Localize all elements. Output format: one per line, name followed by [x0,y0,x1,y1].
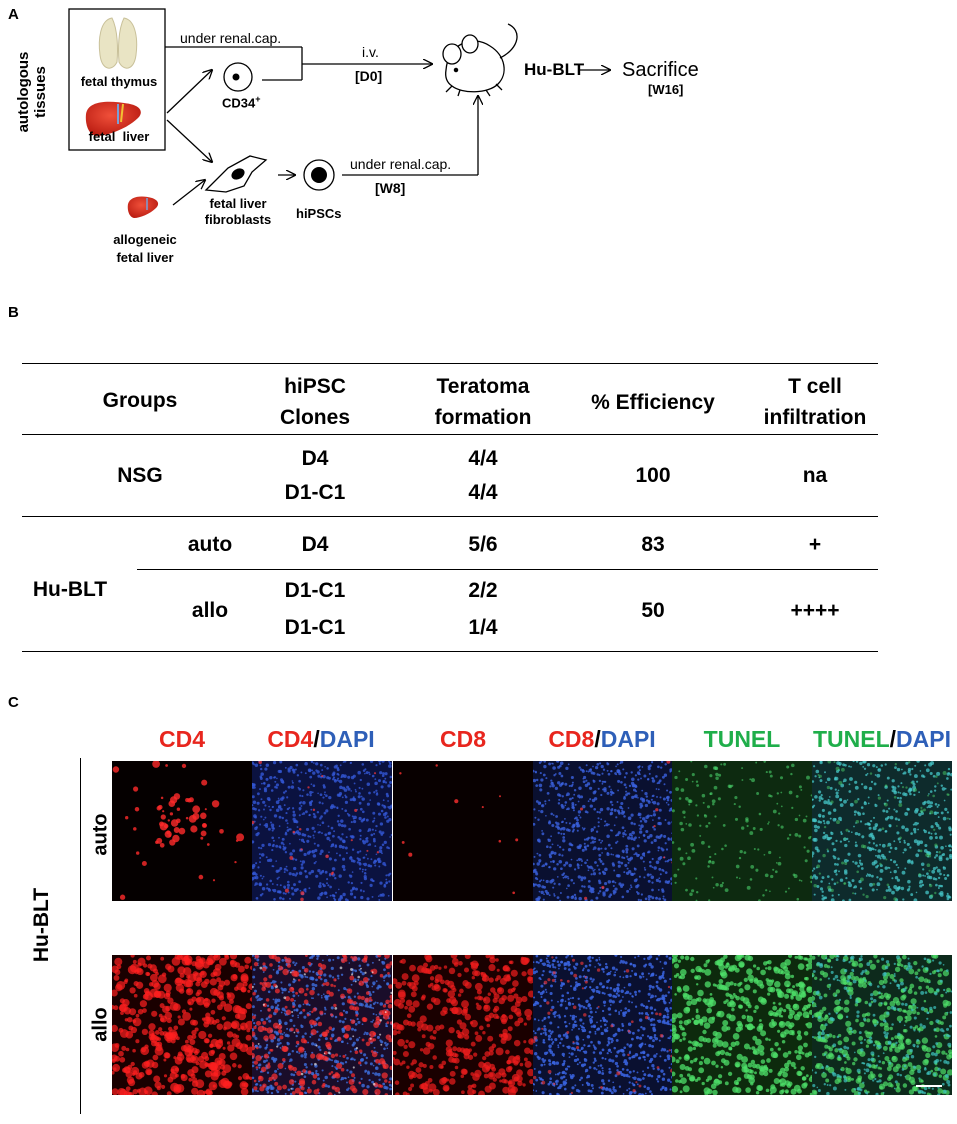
allo-label: allo [191,599,229,622]
hipscs-label: hiPSCs [296,206,342,221]
hu-blt-label: Hu-BLT [524,60,585,79]
thymus-icon [98,17,138,69]
header-groups: Groups [102,389,178,412]
table-top-rule [22,363,878,364]
micrograph-auto-tunel [672,761,812,901]
row-label-auto: auto [89,813,112,856]
col-header-tunel: TUNEL [703,726,781,752]
allogeneic-liver-icon [127,196,159,218]
auto-clone: D4 [301,533,329,556]
mouse-icon [442,23,518,97]
scale-bar [916,1085,942,1087]
nsg-clone-1: D4 [301,447,329,470]
auto-teratoma: 5/6 [468,533,498,556]
autologous-box [68,8,166,151]
micrograph-auto-tunel-dapi [812,761,952,901]
allo-clone-2: D1-C1 [284,616,346,639]
micrograph-auto-cd8 [393,761,533,901]
col-header-tunel-dapi: TUNEL/DAPI [812,726,951,752]
nsg-teratoma-1: 4/4 [468,447,498,470]
col-header-cd8: CD8 [439,726,486,752]
allo-clone-1: D1-C1 [284,579,346,602]
micrograph-auto-cd4-dapi [252,761,392,901]
header-teratoma-2: formation [434,406,532,429]
nsg-tcell: na [802,464,828,487]
allogeneic-label: allogeneic [113,232,177,247]
table-bottom-rule [22,651,878,652]
micrograph-allo-cd8-dapi [533,955,673,1095]
panel-letter-b: B [8,304,19,321]
fibroblasts-label-1: fetal liver [209,196,267,211]
table-sub-rule [137,569,878,570]
allogeneic-fetal-liver-label: fetal liver [116,250,174,265]
under-renal-cap-label-2: under renal.cap. [350,156,452,172]
header-teratoma-1: Teratoma [436,375,530,398]
header-tcell-1: T cell [788,375,842,398]
auto-efficiency: 83 [641,533,665,556]
auto-label: auto [187,533,233,556]
nsg-clone-2: D1-C1 [284,481,346,504]
fetal-liver-label: fetal liver [88,129,150,144]
autologous-tissues-label: autologous tissues [15,51,49,133]
micrograph-auto-cd4 [112,761,252,901]
micrograph-auto-cd8-dapi [533,761,673,901]
micrograph-allo-tunel-dapi [812,955,952,1095]
under-renal-cap-label-1: under renal.cap. [180,30,282,46]
nsg-group: NSG [117,464,163,487]
row-label-allo: allo [89,1007,112,1042]
liver-icon [85,101,141,136]
panel-letter-a: A [8,6,19,23]
auto-tcell: + [808,533,822,556]
fibroblasts-label-2: fibroblasts [204,212,272,227]
micrograph-allo-cd4 [112,955,252,1095]
allo-efficiency: 50 [641,599,665,622]
w8-label: [W8] [375,180,406,196]
table-mid-rule [22,516,878,517]
w16-label: [W16] [648,82,684,97]
iv-label: i.v. [362,44,379,60]
fibroblast-icon [204,155,268,193]
fetal-thymus-label: fetal thymus [80,74,158,89]
nsg-efficiency: 100 [635,464,671,487]
d0-label: [D0] [355,68,383,84]
micrograph-allo-cd4-dapi [252,955,392,1095]
header-clones-1: hiPSC [284,375,346,398]
micrograph-allo-cd8 [393,955,533,1095]
allo-tcell: ++++ [790,599,840,622]
row-group-bracket [80,758,81,1114]
header-efficiency: % Efficiency [591,391,715,414]
panel-letter-c: C [8,694,19,711]
allo-teratoma-2: 1/4 [468,616,498,639]
hublt-group: Hu-BLT [32,578,108,601]
col-header-cd8-dapi: CD8/DAPI [548,726,656,752]
micrograph-allo-tunel [672,955,812,1095]
cd34-label: CD34+ [222,94,261,111]
sacrifice-label: Sacrifice [622,59,699,81]
allo-teratoma-1: 2/2 [468,579,498,602]
header-tcell-2: infiltration [763,406,867,429]
schematic-diagram [68,8,957,218]
table-header-rule [22,434,878,435]
row-group-label: Hu-BLT [30,887,53,963]
header-clones-2: Clones [279,406,350,429]
nsg-teratoma-2: 4/4 [468,481,498,504]
col-header-cd4: CD4 [158,726,205,752]
col-header-cd4-dapi: CD4/DAPI [267,726,375,752]
